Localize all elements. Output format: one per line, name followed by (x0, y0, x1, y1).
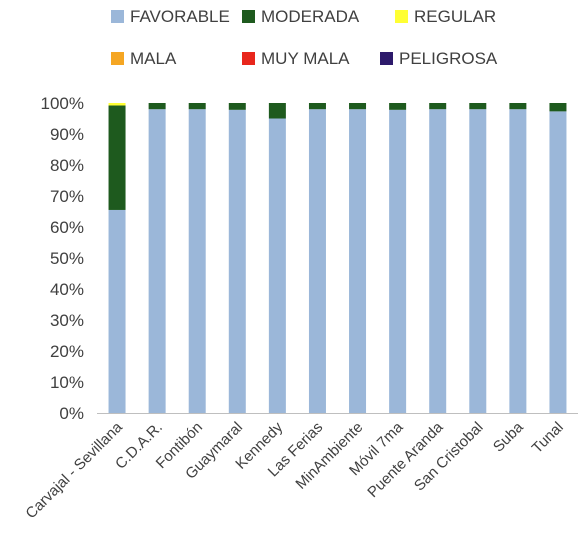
bar-stack-minambiente (349, 103, 367, 413)
y-tick-label: 40% (50, 280, 84, 299)
legend-label: FAVORABLE (130, 7, 230, 26)
legend-item-regular: REGULAR (395, 7, 496, 26)
bar-favorable (188, 109, 206, 413)
bar-moderada (469, 103, 487, 110)
legend-item-peligrosa: PELIGROSA (380, 49, 498, 68)
bar-moderada (389, 103, 407, 110)
bar-stack-san-cristobal (469, 103, 487, 413)
legend-label: REGULAR (414, 7, 496, 26)
legend-swatch (395, 10, 408, 23)
bar-favorable (549, 111, 567, 414)
bar-favorable (148, 109, 166, 413)
legend-label: MUY MALA (261, 49, 350, 68)
bar-moderada (308, 103, 326, 110)
bar-moderada (268, 103, 286, 119)
bar-favorable (108, 209, 126, 413)
bar-moderada (188, 103, 206, 110)
bar-stack-kennedy (268, 103, 286, 413)
bar-moderada (549, 103, 567, 112)
bar-favorable (429, 109, 447, 413)
legend-label: MALA (130, 49, 177, 68)
y-tick-label: 20% (50, 342, 84, 361)
bar-stack-puente-aranda (429, 103, 447, 413)
bar-stack-guaymaral (228, 103, 246, 413)
legend-label: PELIGROSA (399, 49, 498, 68)
bar-favorable (469, 109, 487, 413)
y-tick-label: 90% (50, 125, 84, 144)
bar-favorable (268, 118, 286, 413)
bar-regular (108, 103, 126, 106)
y-tick-label: 10% (50, 373, 84, 392)
legend-item-muy-mala: MUY MALA (242, 49, 350, 68)
bar-moderada (108, 105, 126, 210)
bar-favorable (389, 109, 407, 413)
bars (108, 103, 567, 414)
x-tick-label: Tunal (529, 419, 567, 457)
legend: FAVORABLE MODERADA REGULAR MALA MUY MALA PELI… (111, 7, 498, 68)
bar-stack-movil-7ma (389, 103, 407, 413)
bar-stack-suba (509, 103, 527, 413)
legend-item-mala: MALA (111, 49, 177, 68)
y-tick-label: 70% (50, 187, 84, 206)
y-tick-label: 80% (50, 156, 84, 175)
bar-moderada (349, 103, 367, 110)
legend-swatch (242, 52, 255, 65)
bar-favorable (509, 109, 527, 413)
y-tick-label: 30% (50, 311, 84, 330)
x-tick-label: Suba (490, 418, 527, 455)
legend-swatch (111, 10, 124, 23)
bar-moderada (429, 103, 447, 110)
bar-stack-las-ferias (308, 103, 326, 413)
bar-stack-fontibon (188, 103, 206, 413)
y-axis: 0% 10% 20% 30% 40% 50% 60% 70% 80% 90% 100% (41, 94, 84, 423)
x-tick-label: Carvajal - Sevillana (22, 418, 126, 522)
legend-swatch (380, 52, 393, 65)
legend-swatch (242, 10, 255, 23)
bar-moderada (228, 103, 246, 110)
bar-favorable (349, 109, 367, 413)
legend-item-moderada: MODERADA (242, 7, 360, 26)
x-axis: Carvajal - SevillanaC.D.A.R.FontibónGuay… (22, 413, 578, 522)
bar-stack-tunal (549, 103, 567, 414)
legend-item-favorable: FAVORABLE (111, 7, 230, 26)
y-tick-label: 100% (41, 94, 84, 113)
bar-stack-carvajal-sevillana (108, 103, 126, 413)
y-tick-label: 50% (50, 249, 84, 268)
bar-stack-c-d-a-r (148, 103, 166, 413)
legend-swatch (111, 52, 124, 65)
y-tick-label: 0% (59, 404, 84, 423)
bar-moderada (509, 103, 527, 110)
bar-favorable (228, 109, 246, 413)
bar-favorable (308, 109, 326, 413)
y-tick-label: 60% (50, 218, 84, 237)
bar-moderada (148, 103, 166, 110)
legend-label: MODERADA (261, 7, 360, 26)
